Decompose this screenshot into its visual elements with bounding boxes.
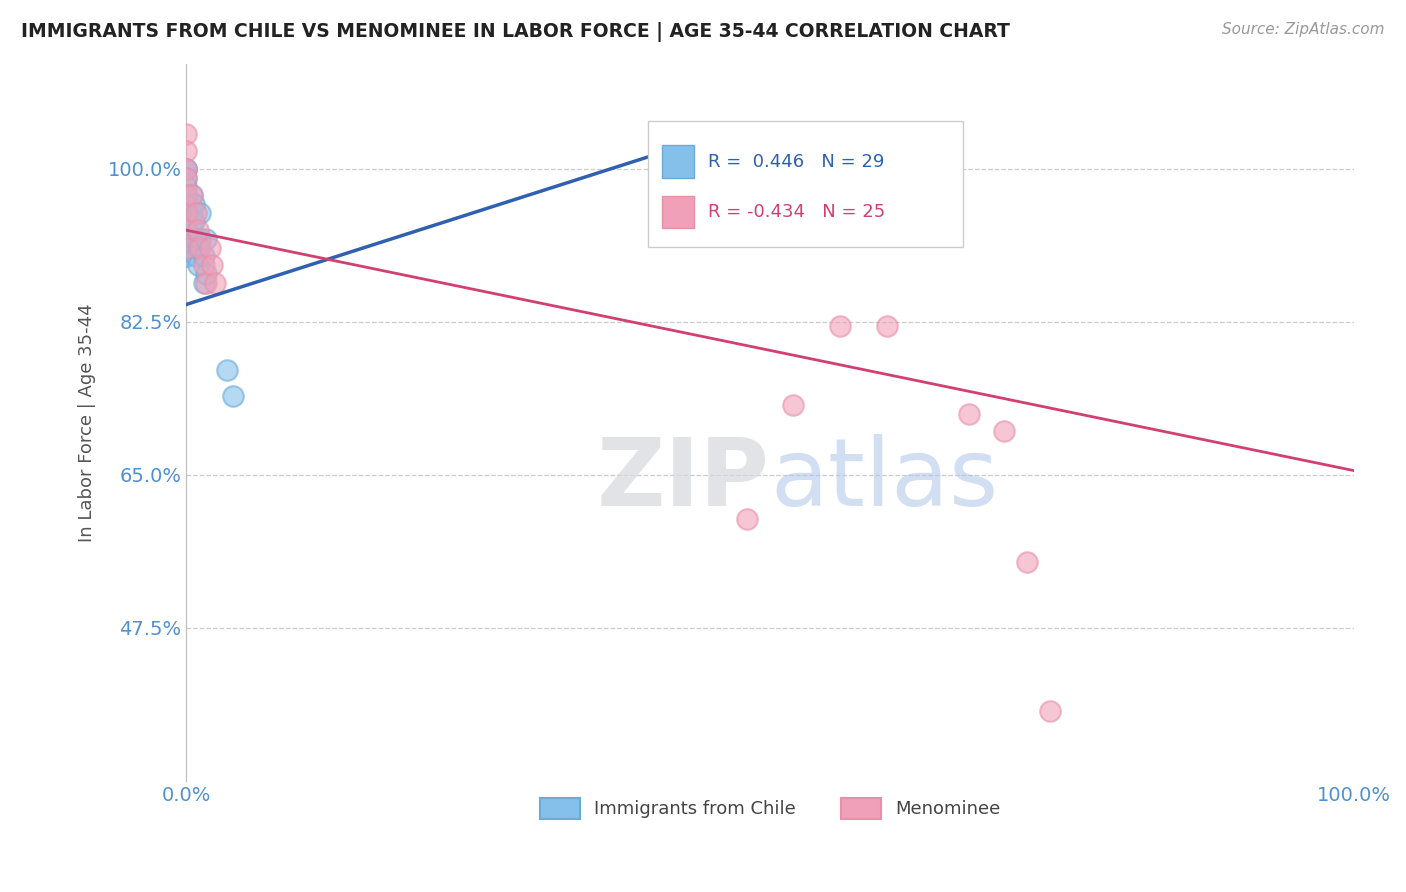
Point: [184, 249, 207, 263]
Point: [174, 188, 197, 202]
Point: [174, 214, 197, 228]
Point: [782, 398, 804, 412]
Point: [174, 161, 197, 176]
Point: [174, 170, 197, 185]
Point: [183, 214, 205, 228]
Point: [193, 258, 215, 272]
Point: [184, 205, 207, 219]
Point: [957, 407, 980, 421]
Point: [174, 161, 197, 176]
Bar: [661, 145, 695, 178]
Y-axis label: In Labor Force | Age 35-44: In Labor Force | Age 35-44: [79, 303, 96, 541]
Point: [174, 249, 197, 263]
Point: [187, 223, 209, 237]
Point: [195, 267, 218, 281]
FancyBboxPatch shape: [648, 121, 963, 247]
Point: [184, 232, 207, 246]
Point: [174, 205, 197, 219]
Point: [217, 363, 239, 377]
Text: ZIP: ZIP: [598, 434, 770, 526]
Text: IMMIGRANTS FROM CHILE VS MENOMINEE IN LABOR FORCE | AGE 35-44 CORRELATION CHART: IMMIGRANTS FROM CHILE VS MENOMINEE IN LA…: [21, 22, 1010, 42]
Point: [174, 241, 197, 255]
Point: [174, 161, 197, 176]
Text: R =  0.446   N = 29: R = 0.446 N = 29: [709, 153, 884, 170]
Point: [181, 223, 204, 237]
Text: R = -0.434   N = 25: R = -0.434 N = 25: [709, 202, 886, 220]
Point: [174, 205, 197, 219]
Point: [174, 145, 197, 159]
Point: [735, 512, 758, 526]
Point: [174, 241, 197, 255]
Point: [187, 258, 209, 272]
Legend: Immigrants from Chile, Menominee: Immigrants from Chile, Menominee: [533, 790, 1008, 826]
Point: [183, 197, 205, 211]
Point: [174, 127, 197, 141]
Point: [174, 170, 197, 185]
Point: [174, 188, 197, 202]
Text: atlas: atlas: [770, 434, 998, 526]
Point: [174, 179, 197, 194]
Point: [222, 389, 245, 403]
Point: [188, 232, 211, 246]
Point: [193, 276, 215, 290]
Point: [195, 232, 218, 246]
Point: [876, 319, 898, 334]
Point: [181, 205, 204, 219]
Point: [188, 241, 211, 255]
Point: [174, 232, 197, 246]
Point: [174, 223, 197, 237]
Point: [174, 197, 197, 211]
Point: [181, 188, 204, 202]
Point: [204, 276, 226, 290]
Point: [201, 258, 224, 272]
Point: [188, 205, 211, 219]
Point: [1039, 704, 1062, 718]
Point: [1015, 556, 1038, 570]
Point: [187, 241, 209, 255]
Point: [181, 188, 204, 202]
Bar: [661, 195, 695, 227]
Point: [195, 276, 218, 290]
Point: [993, 424, 1015, 438]
Point: [174, 223, 197, 237]
Point: [198, 241, 221, 255]
Text: Source: ZipAtlas.com: Source: ZipAtlas.com: [1222, 22, 1385, 37]
Point: [193, 249, 215, 263]
Point: [830, 319, 852, 334]
